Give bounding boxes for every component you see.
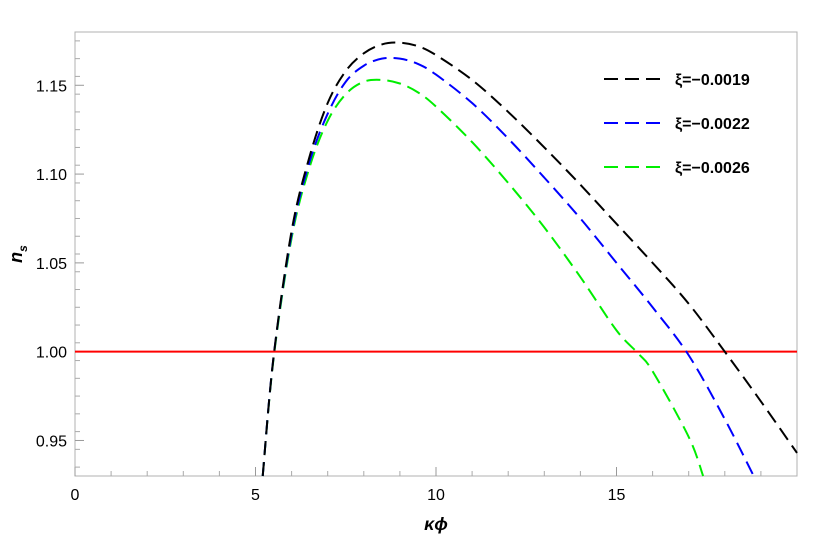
series-group bbox=[261, 41, 798, 477]
y-axis-title-main: n bbox=[6, 252, 26, 263]
y-tick-label: 1.00 bbox=[36, 345, 67, 362]
x-tick-label: 15 bbox=[608, 487, 626, 504]
legend-label: ξ=−0.0022 bbox=[675, 116, 750, 133]
x-tick-label: 10 bbox=[427, 487, 445, 504]
x-tick-label: 0 bbox=[71, 487, 80, 504]
y-tick-label: 1.15 bbox=[36, 78, 67, 95]
series-line bbox=[261, 56, 755, 477]
y-tick-label: 1.10 bbox=[36, 167, 67, 184]
x-axis-title: κϕ bbox=[424, 514, 448, 534]
series-line bbox=[261, 78, 705, 477]
series-line bbox=[261, 41, 798, 477]
legend-label: ξ=−0.0026 bbox=[675, 160, 750, 177]
y-axis-title: ns bbox=[6, 245, 30, 263]
svg-text:ns: ns bbox=[6, 245, 30, 263]
y-axis-title-sub: s bbox=[16, 245, 30, 252]
y-tick-label: 0.95 bbox=[36, 433, 67, 450]
ticks: 0 5 10 15 0.95 1.00 1.05 1.10 1.15 bbox=[36, 40, 762, 504]
legend: ξ=−0.0019 ξ=−0.0022 ξ=−0.0026 bbox=[604, 72, 750, 177]
legend-label: ξ=−0.0019 bbox=[675, 72, 750, 89]
plot-frame bbox=[74, 31, 798, 477]
x-tick-label: 5 bbox=[251, 487, 260, 504]
y-tick-label: 1.05 bbox=[36, 256, 67, 273]
